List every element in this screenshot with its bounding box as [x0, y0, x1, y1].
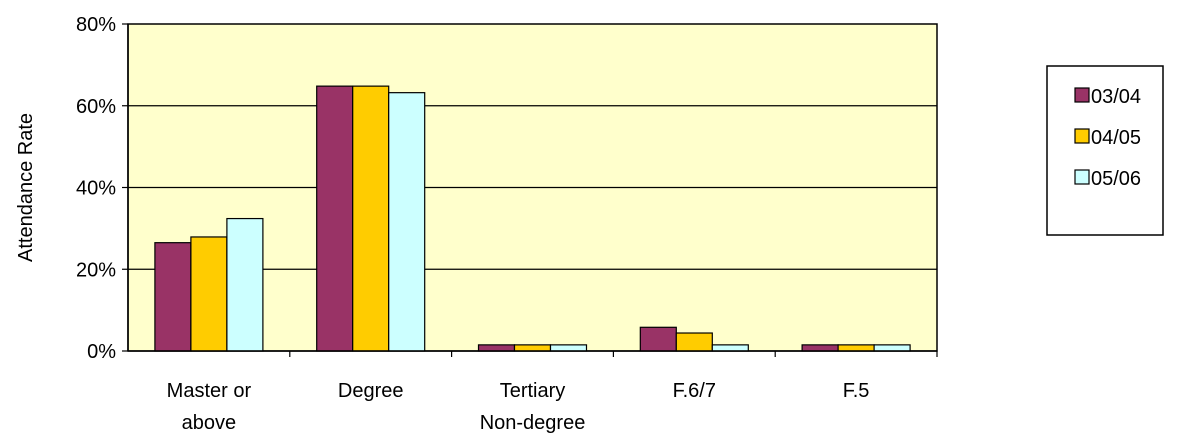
x-tick-label: F.5 [843, 380, 870, 402]
bar-05-06-2 [549, 344, 588, 352]
x-tick-label: F.6/7 [673, 380, 716, 402]
bar-03-04-2 [477, 344, 516, 352]
legend-swatch [1074, 87, 1090, 103]
y-tick-labels: 0% 20% 40% 60% 80% [76, 14, 116, 363]
legend-swatch [1074, 128, 1090, 144]
bar-05-06-0 [226, 217, 264, 352]
bar-03-04-0 [154, 242, 192, 352]
x-tick-labels: Master or above Degree Tertiary Non-degree F.… [167, 380, 870, 434]
bar-05-06-1 [388, 92, 426, 352]
y-tick-label: 80% [76, 14, 116, 36]
bar-04-05-1 [352, 85, 390, 352]
bar-04-05-3 [675, 332, 713, 352]
legend-box [1046, 65, 1164, 236]
legend-swatch [1074, 169, 1090, 185]
bar-05-06-4 [873, 344, 911, 352]
bar-04-05-0 [190, 236, 228, 352]
y-tick-label: 20% [76, 259, 116, 281]
axes [122, 23, 938, 357]
x-tick-label: Tertiary [500, 380, 566, 402]
x-tick-label: Non-degree [480, 412, 586, 434]
legend-label: 03/04 [1091, 86, 1141, 108]
legend-label: 05/06 [1091, 168, 1141, 190]
bars [154, 85, 911, 352]
x-tick-label: Master or [167, 380, 252, 402]
bar-04-05-4 [837, 344, 875, 352]
legend-label: 04/05 [1091, 127, 1141, 149]
y-tick-label: 60% [76, 96, 116, 118]
y-axis-title: Attendance Rate [15, 113, 37, 262]
y-tick-label: 0% [87, 341, 116, 363]
legend: 03/04 04/05 05/06 [1046, 65, 1164, 236]
bar-04-05-2 [513, 344, 552, 352]
bar-03-04-1 [316, 85, 354, 352]
y-tick-label: 40% [76, 178, 116, 200]
x-tick-label: Degree [338, 380, 404, 402]
bar-03-04-3 [639, 326, 677, 352]
bar-05-06-3 [711, 344, 749, 352]
bar-03-04-4 [801, 344, 839, 352]
x-tick-label: above [182, 412, 237, 434]
